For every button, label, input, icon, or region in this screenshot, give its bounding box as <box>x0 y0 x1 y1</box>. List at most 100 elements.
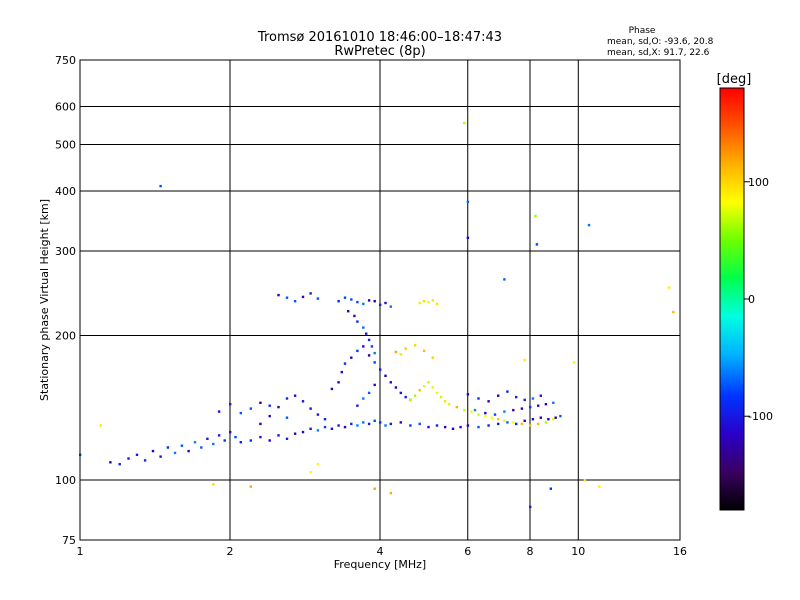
o-mode-point <box>285 437 289 440</box>
x-mode-point <box>431 356 434 359</box>
x-mode-point <box>427 381 430 384</box>
o-mode-point <box>535 243 539 246</box>
x-mode-point <box>422 300 426 303</box>
y-tick-label: 600 <box>55 101 76 114</box>
colorbar-ticks: -100 0 100 <box>744 176 773 423</box>
o-mode-point <box>293 432 297 435</box>
o-mode-point <box>309 427 312 430</box>
x-axis-ticks: 1 2 4 6 8 10 16 <box>77 545 688 558</box>
colorbar-tick-label: 100 <box>748 176 769 189</box>
o-mode-point <box>466 236 470 239</box>
o-mode-point <box>523 398 526 402</box>
x-mode-point <box>316 463 320 466</box>
o-mode-point <box>451 427 455 430</box>
y-tick-label: 75 <box>62 534 76 547</box>
o-mode-point <box>277 293 280 297</box>
o-mode-point <box>399 391 402 395</box>
x-tick-label: 10 <box>571 545 585 558</box>
o-mode-point <box>343 296 347 299</box>
o-mode-point <box>337 424 340 427</box>
x-mode-point <box>477 413 480 416</box>
o-mode-point <box>166 446 170 449</box>
o-mode-point <box>537 404 540 407</box>
o-mode-point <box>316 297 320 300</box>
o-mode-point <box>217 410 221 413</box>
x-mode-point <box>418 301 421 305</box>
o-mode-point <box>487 424 490 427</box>
o-mode-point <box>544 403 548 406</box>
o-mode-point <box>367 391 371 395</box>
o-mode-point <box>127 457 130 460</box>
o-mode-point <box>259 435 262 439</box>
o-mode-point <box>529 405 532 409</box>
o-mode-point <box>503 278 506 281</box>
o-mode-point <box>356 349 359 353</box>
y-tick-label: 300 <box>55 245 76 258</box>
x-mode-point <box>439 395 443 399</box>
x-mode-point <box>373 487 376 490</box>
chart-title: Tromsø 20161010 18:46:00–18:47:43 <box>257 30 502 45</box>
plot-frame <box>79 59 681 541</box>
o-mode-point <box>389 422 392 426</box>
o-mode-point <box>173 451 177 455</box>
o-mode-point <box>384 374 387 377</box>
x-mode-point <box>672 310 675 314</box>
grid-lines <box>80 60 680 540</box>
o-mode-point <box>384 301 387 305</box>
colorbar-tick-label: -100 <box>748 410 773 423</box>
stats-o-mode: mean, sd,O: -93.6, 20.8 <box>607 37 714 47</box>
x-tick-label: 2 <box>227 545 234 558</box>
x-mode-point <box>520 422 524 426</box>
y-tick-label: 750 <box>55 54 76 67</box>
o-mode-point <box>367 422 371 426</box>
x-mode-point <box>249 485 252 488</box>
o-mode-point <box>512 408 515 412</box>
o-mode-point <box>394 386 398 389</box>
o-mode-point <box>285 397 289 400</box>
o-mode-point <box>309 407 312 410</box>
o-mode-point <box>506 421 509 424</box>
o-mode-point <box>323 425 327 429</box>
x-mode-point <box>389 491 392 495</box>
o-mode-point <box>268 404 271 407</box>
o-mode-point <box>362 345 365 348</box>
o-mode-point <box>373 383 376 387</box>
x-tick-label: 16 <box>673 545 687 558</box>
o-mode-point <box>362 421 365 424</box>
x-mode-point <box>435 302 439 306</box>
o-mode-point <box>350 356 353 359</box>
o-mode-point <box>356 404 359 407</box>
x-mode-point <box>418 389 421 392</box>
o-mode-point <box>487 400 490 403</box>
x-mode-point <box>212 483 215 486</box>
o-mode-point <box>493 413 497 416</box>
o-mode-point <box>229 430 232 434</box>
o-mode-point <box>531 418 535 421</box>
stats-heading: Phase <box>629 26 656 36</box>
x-axis-label: Frequency [MHz] <box>334 558 426 571</box>
o-mode-point <box>340 370 343 374</box>
o-mode-point <box>484 411 487 415</box>
x-mode-point <box>463 121 466 125</box>
o-mode-point <box>389 305 392 308</box>
x-mode-point <box>99 424 102 427</box>
o-mode-point <box>293 300 297 303</box>
y-tick-label: 100 <box>55 474 76 487</box>
o-mode-point <box>151 449 155 453</box>
x-mode-point <box>413 344 417 347</box>
o-mode-point <box>239 441 242 444</box>
x-mode-point <box>544 421 548 424</box>
o-mode-point <box>503 410 506 413</box>
o-mode-point <box>239 411 242 415</box>
o-mode-point <box>529 505 532 509</box>
o-mode-point <box>367 338 371 342</box>
o-mode-point <box>350 298 353 301</box>
o-mode-point <box>466 424 470 427</box>
o-mode-point <box>373 300 376 303</box>
o-mode-point <box>180 444 184 447</box>
x-mode-point <box>597 485 601 488</box>
o-mode-point <box>367 354 371 357</box>
colorbar <box>719 87 745 511</box>
x-mode-point <box>512 421 515 424</box>
o-mode-point <box>477 397 480 400</box>
